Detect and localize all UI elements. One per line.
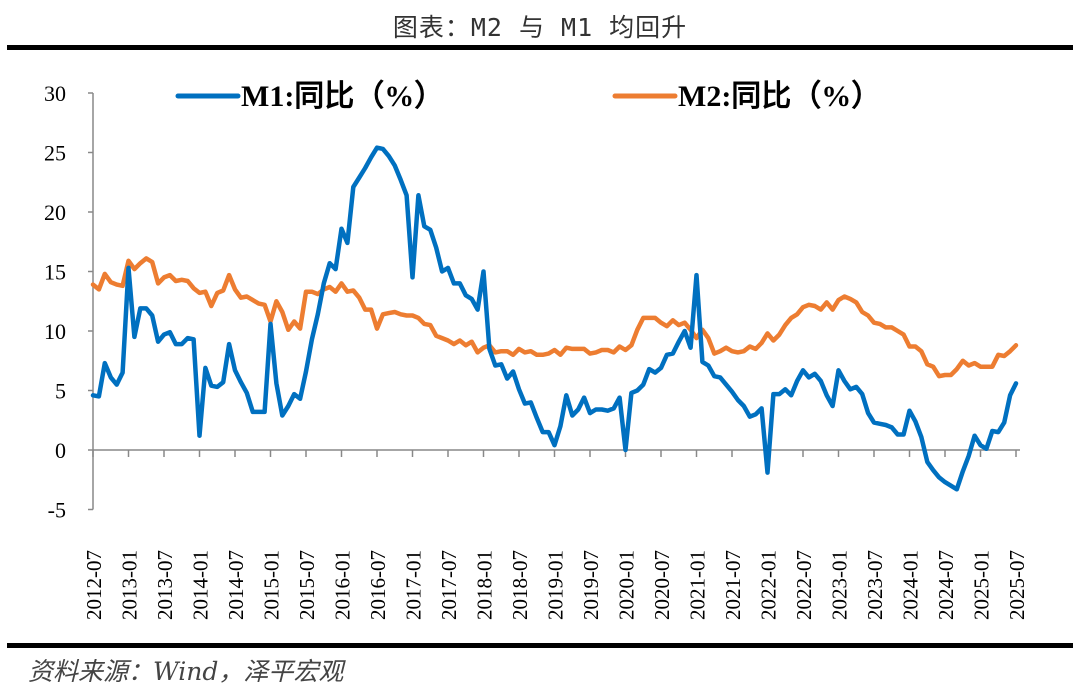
chart-title: 图表：M2 与 M1 均回升 <box>392 13 688 42</box>
y-tick-label: 25 <box>44 141 66 166</box>
y-tick-label: 0 <box>55 438 66 463</box>
series-line <box>90 145 1019 492</box>
x-tick-label: 2023-07 <box>863 550 887 620</box>
x-tick-label: 2025-07 <box>1005 550 1029 620</box>
x-tick-label: 2021-01 <box>686 550 710 620</box>
x-tick-label: 2020-01 <box>615 550 639 620</box>
x-tick-label: 2018-07 <box>508 550 532 620</box>
x-tick-label: 2014-07 <box>224 550 248 620</box>
x-tick-label: 2024-01 <box>899 550 923 620</box>
x-tick-label: 2020-07 <box>650 550 674 620</box>
source-note: 资料来源：Wind，泽平宏观 <box>28 657 344 686</box>
x-tick-label: 2016-01 <box>331 550 355 620</box>
x-tick-label: 2021-07 <box>721 550 745 620</box>
x-tick-label: 2024-07 <box>934 550 958 620</box>
x-tick-label: 2025-01 <box>970 550 994 620</box>
x-tick-label: 2013-07 <box>153 550 177 620</box>
x-tick-label: 2018-01 <box>473 550 497 620</box>
x-tick-label: 2022-01 <box>757 550 781 620</box>
x-tick-label: 2016-07 <box>366 550 390 620</box>
y-tick-label: 20 <box>44 200 66 225</box>
y-tick-label: -5 <box>48 498 66 523</box>
x-tick-label: 2022-07 <box>792 550 816 620</box>
x-tick-label: 2017-01 <box>402 550 426 620</box>
bottom-rule <box>7 643 1073 648</box>
x-tick-label: 2019-07 <box>579 550 603 620</box>
x-tick-label: 2015-07 <box>295 550 319 620</box>
y-tick-label: 15 <box>44 260 66 285</box>
x-tick-label: 2012-07 <box>82 550 106 620</box>
y-tick-label: 5 <box>55 379 66 404</box>
y-tick-label: 10 <box>44 319 66 344</box>
x-tick-label: 2015-01 <box>260 550 284 620</box>
legend-label: M1:同比（%） <box>241 79 444 113</box>
x-tick-label: 2017-07 <box>437 550 461 620</box>
x-tick-label: 2019-01 <box>544 550 568 620</box>
x-tick-label: 2013-01 <box>118 550 142 620</box>
x-tick-label: 2014-01 <box>189 550 213 620</box>
top-rule <box>7 45 1073 50</box>
x-tick-label: 2023-01 <box>828 550 852 620</box>
legend-label: M2:同比（%） <box>678 79 881 113</box>
series-line <box>90 256 1019 379</box>
y-tick-label: 30 <box>44 81 66 106</box>
